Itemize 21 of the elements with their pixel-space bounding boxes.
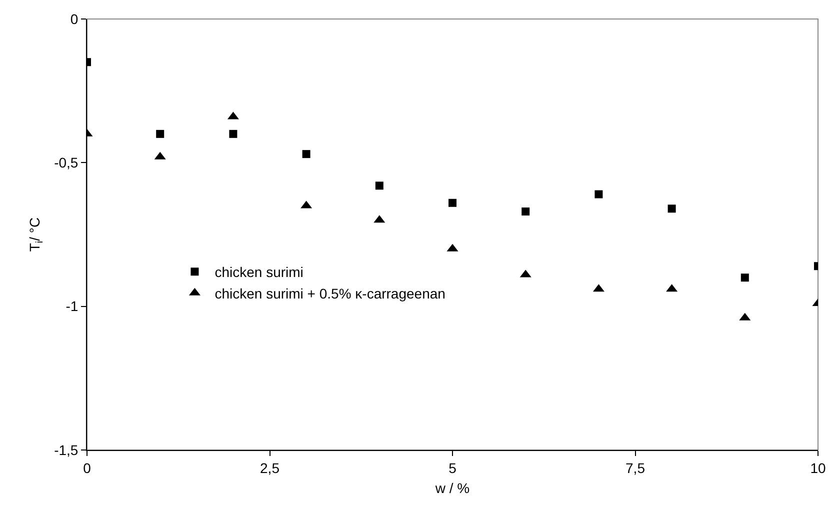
point	[594, 190, 603, 198]
x-tick-label: 5	[448, 460, 457, 476]
x-tick-label: 0	[83, 460, 92, 476]
point	[522, 208, 530, 216]
y-tick-label: 0	[70, 10, 78, 27]
x-tick-label: 2,5	[260, 460, 280, 476]
point	[229, 130, 238, 138]
point	[156, 130, 164, 138]
x-axis-title: w / %	[434, 480, 470, 496]
y-tick-label: -1,5	[54, 442, 78, 458]
legend-label: chicken surimi + 0.5% κ-carrageenan	[214, 285, 446, 302]
legend-label: chicken surimi	[214, 264, 304, 280]
y-tick-label: -0,5	[54, 154, 78, 171]
x-tick-label: 7,5	[626, 460, 646, 476]
y-tick-label: -1	[66, 298, 78, 314]
point	[302, 150, 310, 158]
point	[375, 182, 384, 190]
x-tick-label: 10	[810, 460, 826, 476]
point	[740, 274, 749, 282]
point	[448, 198, 456, 207]
point	[668, 204, 676, 213]
